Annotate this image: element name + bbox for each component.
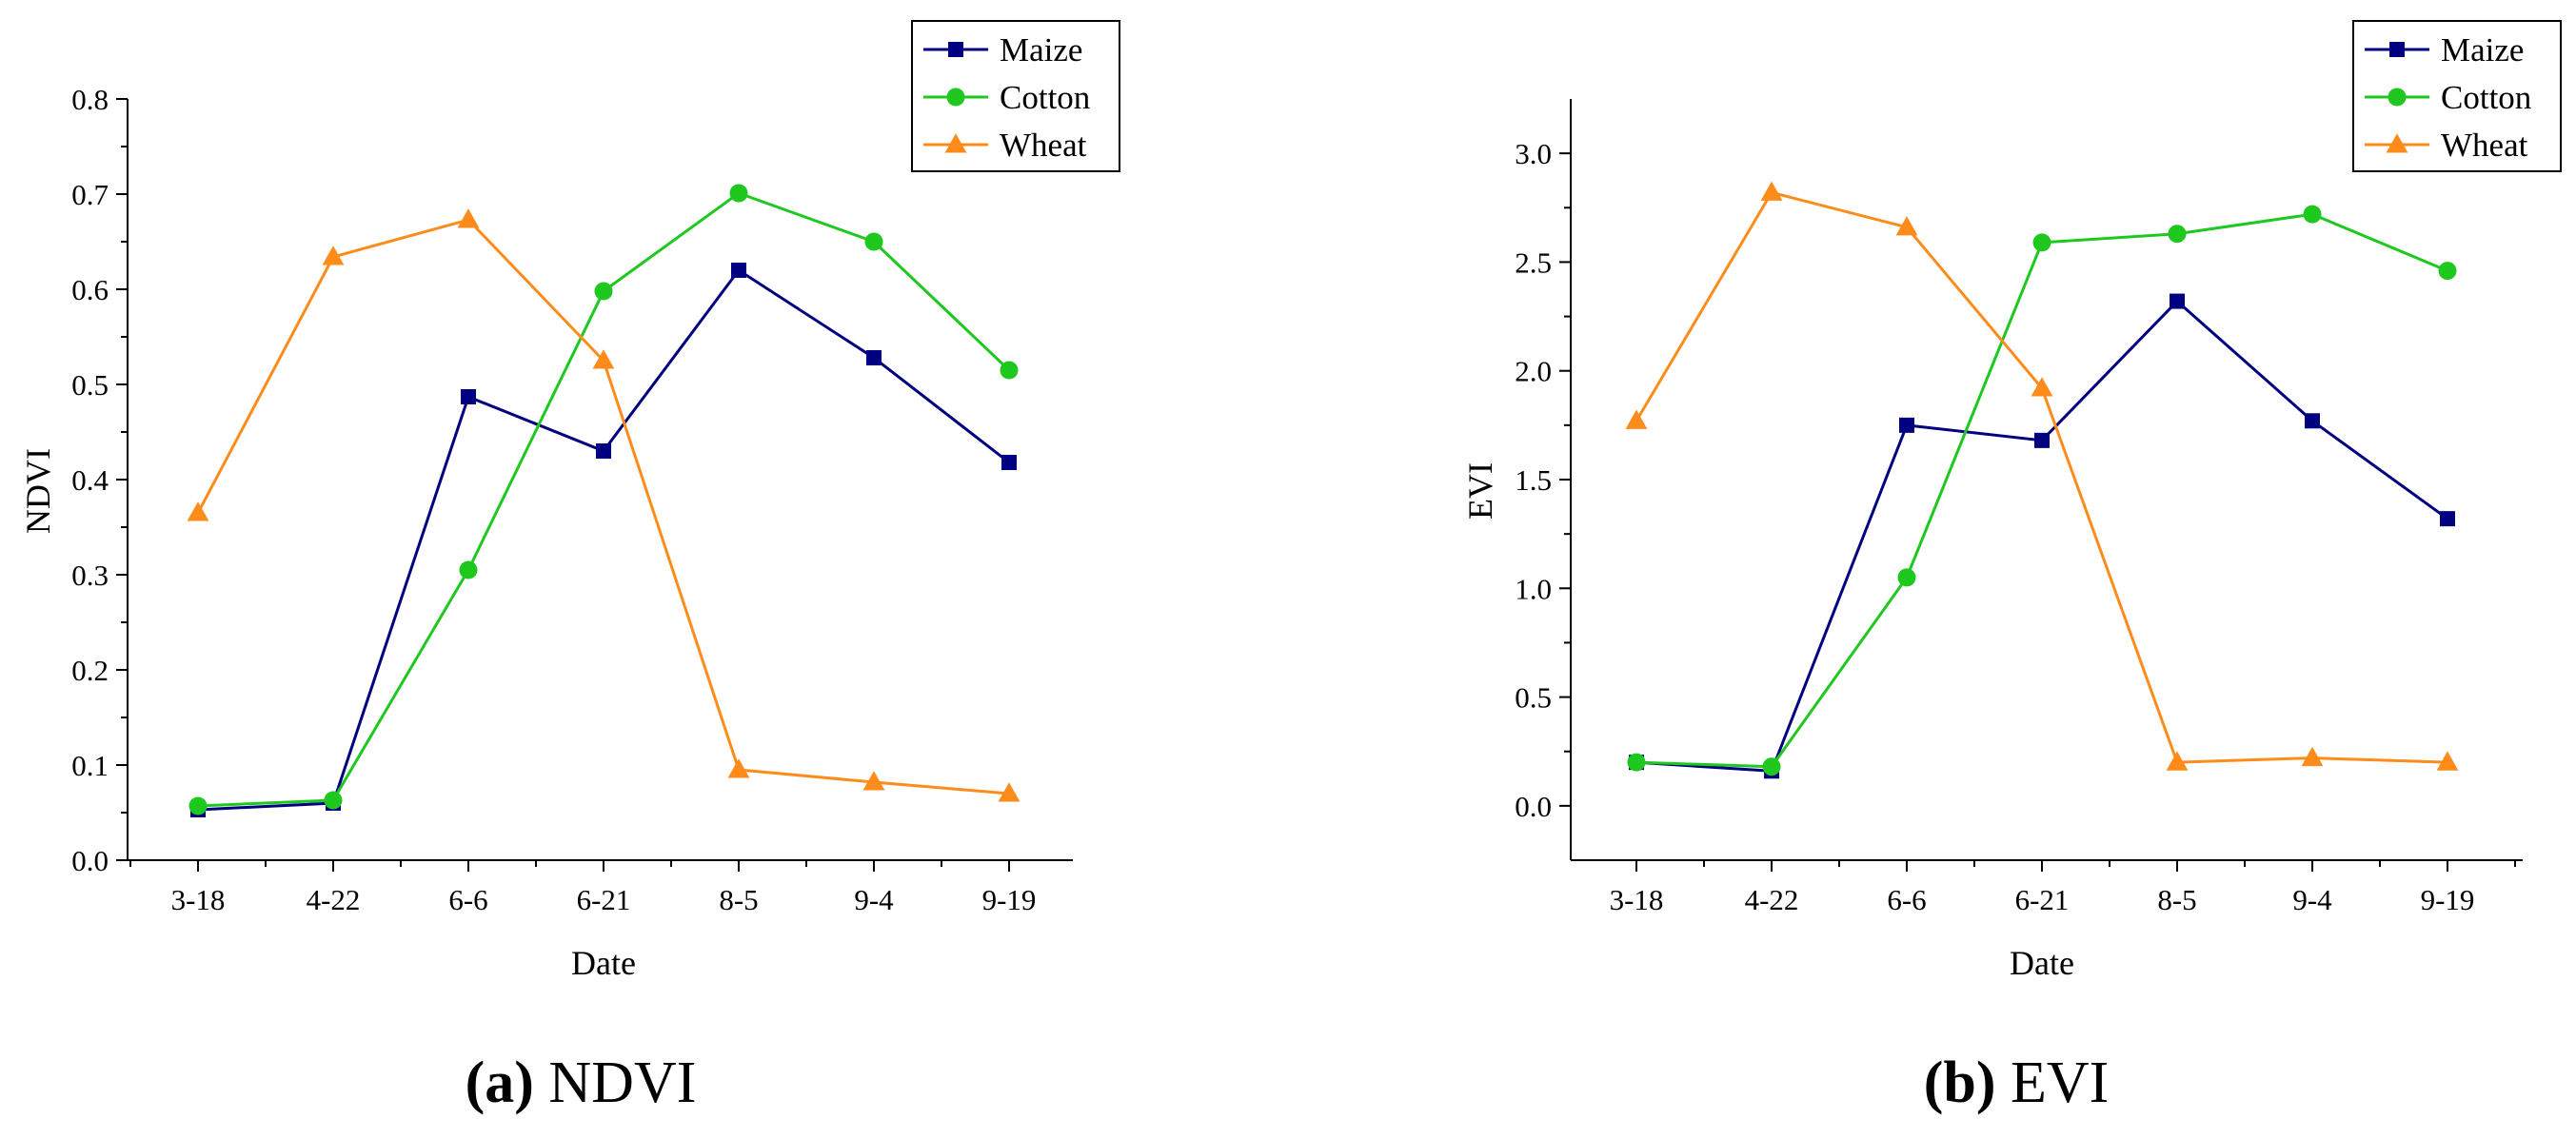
x-tick-label: 9-19 — [982, 883, 1037, 916]
caption-b-label: (b) — [1924, 1051, 1996, 1115]
data-point-maize — [2440, 511, 2455, 527]
y-tick-label: 0.0 — [1515, 790, 1552, 823]
legend-label-maize: Maize — [1000, 31, 1082, 69]
data-point-cotton — [324, 791, 343, 810]
x-tick-label: 6-21 — [577, 883, 631, 916]
data-point-cotton — [459, 560, 478, 579]
data-point-cotton — [1762, 757, 1781, 776]
y-axis-title: EVI — [1461, 462, 1499, 520]
legend-marker-wheat — [2386, 133, 2408, 153]
data-point-cotton — [1000, 361, 1019, 380]
y-tick-label: 2.5 — [1515, 245, 1552, 279]
caption-a-label: (a) — [466, 1051, 534, 1115]
data-point-cotton — [729, 184, 748, 203]
data-point-cotton — [864, 232, 883, 251]
x-tick-label: 3-18 — [171, 883, 226, 916]
y-tick-label: 0.5 — [1515, 681, 1552, 715]
data-point-wheat — [2166, 751, 2189, 771]
legend-label-cotton: Cotton — [2441, 79, 2531, 116]
y-tick-label: 1.0 — [1515, 572, 1552, 605]
legend-label-maize: Maize — [2441, 31, 2524, 69]
data-point-maize — [731, 263, 746, 278]
y-tick-label: 3.0 — [1515, 137, 1552, 170]
y-tick-label: 0.8 — [71, 83, 109, 116]
x-tick-label: 4-22 — [1745, 883, 1799, 916]
data-point-wheat — [322, 245, 345, 265]
caption-b-text: EVI — [1995, 1051, 2109, 1115]
legend-marker-wheat — [944, 133, 967, 153]
x-tick-label: 8-5 — [2157, 883, 2196, 916]
x-axis-title: Date — [571, 944, 636, 982]
data-point-maize — [461, 389, 476, 404]
caption-b: (b) EVI — [1924, 1051, 2110, 1115]
data-point-cotton — [2303, 205, 2322, 224]
data-point-wheat — [1760, 181, 1783, 201]
data-point-wheat — [592, 349, 615, 369]
x-tick-label: 6-6 — [1887, 883, 1926, 916]
y-tick-label: 0.2 — [71, 654, 109, 687]
x-axis-title: Date — [2010, 944, 2074, 982]
data-point-maize — [1001, 455, 1017, 470]
chart-ndvi: 0.0 0.1 0.2 0.3 0.4 0.5 0.6 0.7 0.8 3-18 4-22 6-6 6-… — [19, 20, 1120, 982]
data-point-wheat — [727, 758, 750, 778]
legend-label-wheat: Wheat — [1000, 127, 1087, 164]
data-point-maize — [1899, 417, 1914, 433]
y-tick-label: 0.6 — [71, 273, 109, 306]
caption-a-text: NDVI — [534, 1051, 696, 1115]
series-line-wheat — [196, 218, 1010, 795]
data-point-cotton — [594, 282, 613, 301]
caption-a: (a) NDVI — [466, 1051, 697, 1115]
data-point-maize — [2170, 293, 2185, 309]
y-tick-label: 0.7 — [71, 178, 109, 211]
data-point-cotton — [1627, 753, 1646, 772]
legend-marker-cotton — [2388, 88, 2407, 107]
y-tick-label: 1.5 — [1515, 463, 1552, 497]
data-point-cotton — [2168, 225, 2187, 244]
data-point-wheat — [862, 771, 885, 791]
legend-label-wheat: Wheat — [2441, 127, 2528, 164]
data-point-wheat — [1895, 216, 1918, 236]
data-point-wheat — [1625, 409, 1648, 429]
x-tick-label: 9-4 — [2292, 883, 2332, 916]
data-point-maize — [2034, 432, 2050, 448]
legend-marker-maize — [948, 42, 963, 57]
y-tick-label: 0.3 — [71, 559, 109, 592]
data-point-maize — [2305, 413, 2320, 429]
series-line-maize — [1635, 299, 2448, 773]
x-tick-label: 8-5 — [719, 883, 758, 916]
y-tick-label: 0.4 — [71, 463, 109, 497]
data-point-wheat — [187, 501, 209, 521]
x-tick-label: 6-21 — [2015, 883, 2070, 916]
y-tick-label: 0.1 — [71, 749, 109, 782]
data-point-maize — [866, 350, 882, 365]
data-point-wheat — [2031, 377, 2053, 397]
x-tick-label: 3-18 — [1610, 883, 1664, 916]
x-tick-label: 9-4 — [854, 883, 894, 916]
y-tick-label: 0.0 — [71, 844, 109, 877]
y-tick-label: 2.0 — [1515, 355, 1552, 388]
data-point-cotton — [2032, 233, 2051, 252]
legend-marker-cotton — [946, 88, 965, 107]
data-point-wheat — [457, 208, 480, 228]
data-point-wheat — [2301, 746, 2324, 767]
y-tick-label: 0.5 — [71, 368, 109, 402]
data-point-wheat — [998, 782, 1020, 802]
series-line-wheat — [1635, 190, 2448, 764]
data-point-cotton — [188, 796, 208, 815]
data-point-cotton — [1897, 568, 1916, 587]
x-tick-label: 6-6 — [448, 883, 487, 916]
data-point-maize — [596, 443, 611, 459]
legend-label-cotton: Cotton — [1000, 79, 1090, 116]
data-point-cotton — [2438, 262, 2457, 281]
x-tick-label: 4-22 — [307, 883, 361, 916]
y-axis-title: NDVI — [19, 448, 57, 534]
series-line-cotton — [1635, 212, 2448, 769]
chart-evi: 0.0 0.5 1.0 1.5 2.0 2.5 3.0 3-18 4-22 6-6 6-21 8-5 9… — [1461, 20, 2562, 982]
data-point-wheat — [2436, 751, 2459, 771]
x-tick-label: 9-19 — [2421, 883, 2475, 916]
legend-marker-maize — [2389, 42, 2405, 57]
